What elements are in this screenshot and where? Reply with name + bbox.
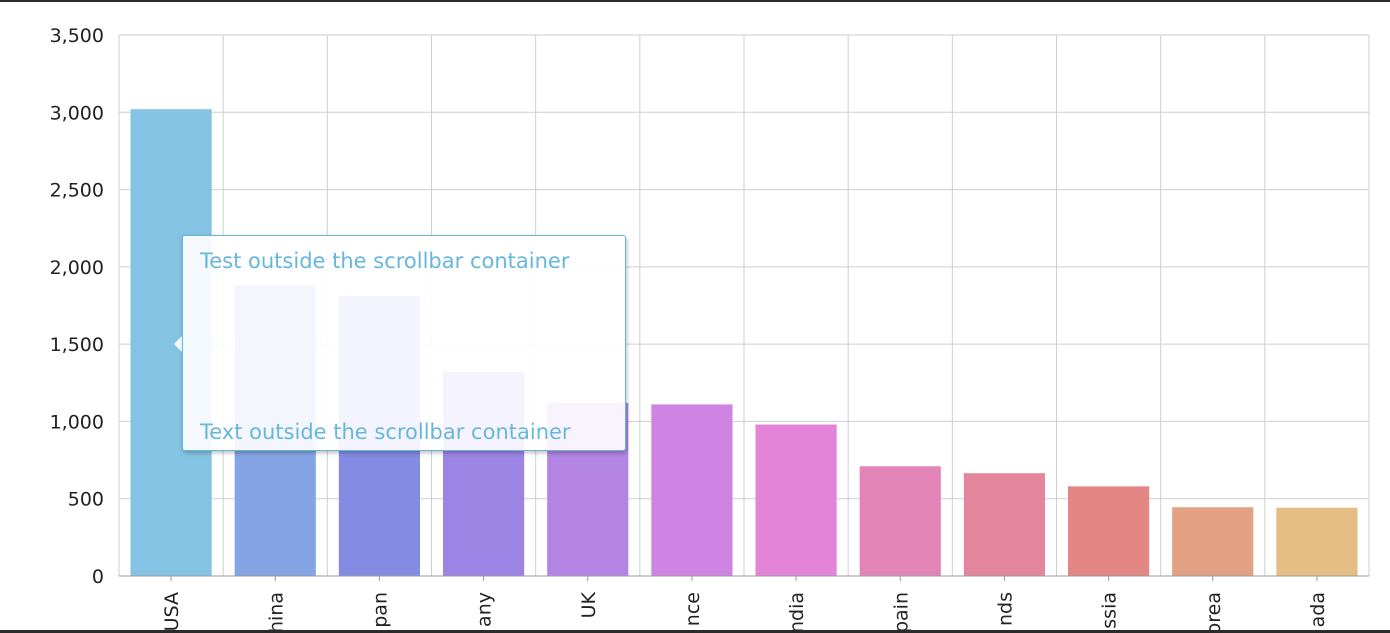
bar[interactable]: [1172, 507, 1254, 576]
x-tick-label: nce: [682, 592, 704, 626]
bar[interactable]: [651, 404, 733, 576]
x-tick-label: ssia: [1099, 592, 1121, 629]
x-tick-label: hina: [265, 592, 287, 633]
y-tick-label: 2,000: [50, 257, 104, 279]
y-tick-label: 1,500: [50, 334, 104, 356]
x-axis: USA hina pan any UK nce ndia pain nds ssia orea ada: [119, 575, 1369, 633]
y-tick-label: 1,000: [50, 411, 104, 433]
x-tick-label: UK: [578, 591, 600, 618]
x-tick-label: ada: [1307, 592, 1329, 627]
y-tick-label: 0: [92, 566, 104, 588]
bar[interactable]: [755, 424, 837, 576]
tooltip-top-text: Test outside the scrollbar container: [200, 249, 570, 273]
x-tick-label: any: [474, 592, 496, 627]
bar[interactable]: [1068, 486, 1150, 576]
y-axis: 0 500 1,000 1,500 2,000 2,500 3,000 3,500: [50, 25, 104, 588]
x-tick-label: pan: [369, 592, 391, 628]
x-tick-label: nds: [994, 592, 1016, 626]
bar[interactable]: [963, 473, 1045, 576]
x-tick-label: ndia: [786, 592, 808, 633]
x-tick-label: pain: [890, 592, 912, 633]
x-tick-label: USA: [161, 592, 183, 631]
y-tick-label: 3,500: [50, 25, 104, 47]
x-tick-label: orea: [1203, 592, 1225, 633]
tooltip-bottom-text: Text outside the scrollbar container: [200, 420, 571, 444]
tooltip-pointer: [174, 336, 182, 352]
tooltip: Test outside the scrollbar container Tex…: [182, 235, 626, 451]
bar[interactable]: [859, 466, 941, 576]
y-tick-label: 500: [68, 489, 104, 511]
y-tick-label: 2,500: [50, 180, 104, 202]
bar[interactable]: [1276, 507, 1358, 576]
y-tick-label: 3,000: [50, 102, 104, 124]
